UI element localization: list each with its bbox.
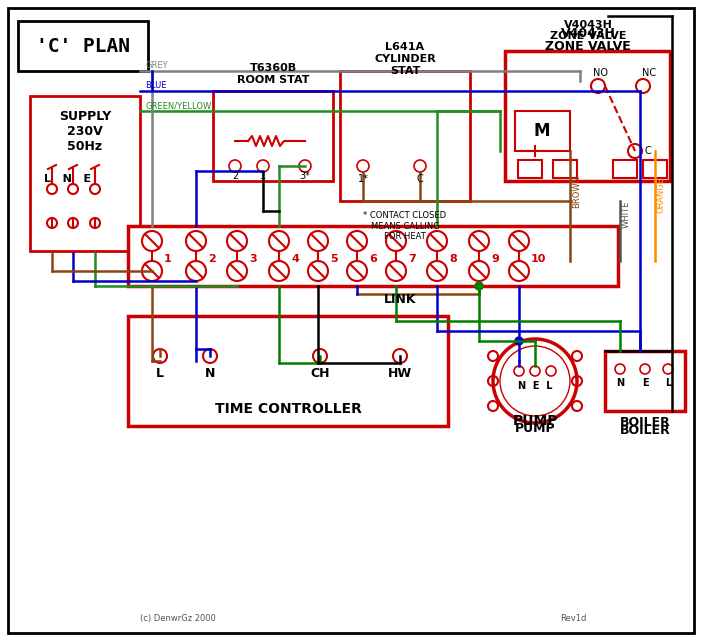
Circle shape (475, 282, 483, 290)
Text: (c) DenwrGz 2000: (c) DenwrGz 2000 (140, 614, 216, 623)
Text: PUMP: PUMP (515, 422, 555, 435)
Text: T6360B
ROOM STAT: T6360B ROOM STAT (237, 63, 310, 85)
FancyBboxPatch shape (340, 71, 470, 201)
Text: N: N (616, 378, 624, 388)
FancyBboxPatch shape (30, 96, 140, 251)
Text: BOILER: BOILER (620, 417, 670, 429)
FancyBboxPatch shape (213, 91, 333, 181)
Text: 8: 8 (449, 254, 457, 264)
Text: 2: 2 (232, 171, 238, 181)
Text: Rev1d: Rev1d (560, 614, 586, 623)
Text: E: E (642, 378, 649, 388)
Circle shape (515, 337, 523, 345)
Text: WHITE: WHITE (622, 201, 631, 228)
Text: GREY: GREY (145, 61, 168, 70)
Text: 3*: 3* (300, 171, 310, 181)
FancyBboxPatch shape (505, 51, 670, 181)
Text: BROWN: BROWN (572, 175, 581, 208)
Text: GREEN/YELLOW: GREEN/YELLOW (145, 101, 211, 110)
Text: 3: 3 (249, 254, 257, 264)
Text: 1: 1 (260, 171, 266, 181)
Text: C: C (644, 146, 651, 156)
Text: BLUE: BLUE (145, 81, 166, 90)
Text: BOILER: BOILER (620, 424, 670, 438)
Text: ZONE VALVE: ZONE VALVE (550, 31, 626, 41)
Text: TIME CONTROLLER: TIME CONTROLLER (215, 402, 362, 416)
FancyBboxPatch shape (515, 111, 570, 151)
Text: C: C (416, 174, 423, 184)
Text: L: L (665, 378, 671, 388)
FancyBboxPatch shape (553, 160, 577, 178)
Text: NC: NC (642, 68, 656, 78)
FancyBboxPatch shape (18, 21, 148, 71)
Text: V4043H: V4043H (561, 26, 616, 40)
Text: 1: 1 (164, 254, 172, 264)
FancyBboxPatch shape (605, 351, 685, 411)
Text: N  E  L: N E L (518, 381, 552, 391)
Text: ORANGE: ORANGE (657, 177, 666, 213)
Text: 5: 5 (330, 254, 338, 264)
FancyBboxPatch shape (643, 160, 667, 178)
FancyBboxPatch shape (128, 226, 618, 286)
Text: 10: 10 (531, 254, 546, 264)
Text: PUMP: PUMP (512, 414, 558, 428)
Text: V4043H: V4043H (564, 20, 612, 30)
Text: N: N (205, 367, 216, 379)
Text: 1*: 1* (357, 174, 369, 184)
Text: ZONE VALVE: ZONE VALVE (545, 40, 631, 53)
Text: L641A
CYLINDER
STAT: L641A CYLINDER STAT (374, 42, 436, 76)
Text: * CONTACT CLOSED
MEANS CALLING
FOR HEAT: * CONTACT CLOSED MEANS CALLING FOR HEAT (364, 211, 446, 241)
Text: M: M (534, 122, 550, 140)
Text: 2: 2 (208, 254, 216, 264)
Text: 4: 4 (291, 254, 299, 264)
Text: L: L (156, 367, 164, 379)
Text: CH: CH (310, 367, 330, 379)
Text: L   N   E: L N E (44, 174, 91, 184)
Text: HW: HW (388, 367, 412, 379)
FancyBboxPatch shape (8, 8, 694, 633)
Text: NO: NO (592, 68, 607, 78)
FancyBboxPatch shape (613, 160, 637, 178)
FancyBboxPatch shape (128, 316, 448, 426)
Text: 'C' PLAN: 'C' PLAN (36, 37, 130, 56)
Text: 7: 7 (408, 254, 416, 264)
FancyBboxPatch shape (518, 160, 542, 178)
Text: LINK: LINK (384, 292, 416, 306)
Text: 9: 9 (491, 254, 499, 264)
Text: 6: 6 (369, 254, 377, 264)
Text: SUPPLY
230V
50Hz: SUPPLY 230V 50Hz (59, 110, 111, 153)
